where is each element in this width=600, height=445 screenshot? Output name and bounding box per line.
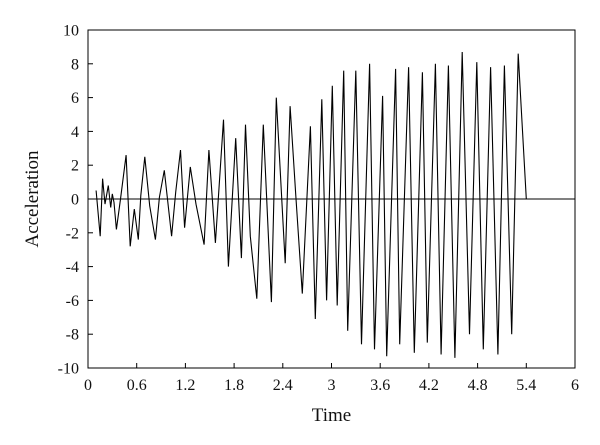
y-tick-label: -2 <box>66 225 79 242</box>
x-tick-label: 4.2 <box>419 377 439 394</box>
plot-layer <box>95 51 562 358</box>
y-tick-label: 4 <box>71 124 79 141</box>
acceleration-series-line <box>95 51 562 358</box>
y-tick-label: -8 <box>66 327 79 344</box>
y-tick-label: -4 <box>66 259 79 276</box>
y-tick-label: -6 <box>66 293 79 310</box>
y-tick-label: -10 <box>58 361 79 378</box>
x-tick-label: 5.4 <box>516 377 536 394</box>
x-tick-label: 2.4 <box>273 377 293 394</box>
x-tick-label: 0 <box>84 377 92 394</box>
x-axis-title: Time <box>312 405 351 426</box>
x-tick-label: 4.8 <box>468 377 488 394</box>
x-tick-label: 3 <box>328 377 336 394</box>
x-tick-label: 1.8 <box>224 377 244 394</box>
y-tick-label: 6 <box>71 90 79 107</box>
y-axis-title: Acceleration <box>22 150 43 248</box>
y-tick-label: 2 <box>71 158 79 175</box>
axis-layer: 0 0.6 1.2 1.8 2.4 3 3.6 4.2 4.8 5.4 6 -10 -8 -6 -4 -2 0 2… <box>58 23 579 395</box>
x-tick-label: 0.6 <box>127 377 147 394</box>
y-tick-label: 10 <box>63 23 79 40</box>
x-tick-label: 3.6 <box>370 377 390 394</box>
x-tick-label: 6 <box>571 377 579 394</box>
y-tick-label: 8 <box>71 56 79 73</box>
x-tick-label: 1.2 <box>175 377 195 394</box>
y-tick-label: 0 <box>71 192 79 209</box>
